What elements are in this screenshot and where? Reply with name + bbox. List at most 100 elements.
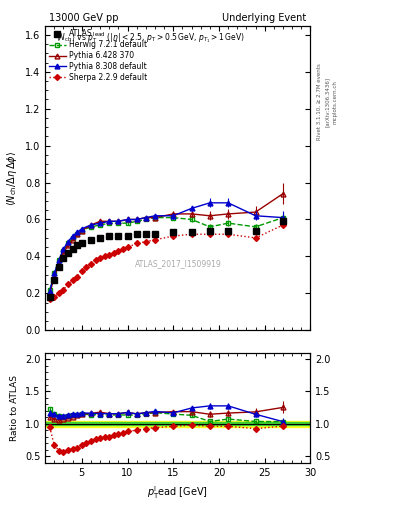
Pythia 8.308 default (134, 217, 139, 223)
Sherpa 2.2.9 default (48, 296, 52, 302)
Pythia 6.428 370 (66, 242, 70, 248)
Text: mcplots.cern.ch: mcplots.cern.ch (333, 80, 338, 124)
Pythia 8.308 default (57, 257, 61, 263)
ATLAS (98, 235, 103, 241)
Pythia 6.428 370 (208, 212, 212, 219)
Pythia 8.308 default (143, 215, 148, 221)
Pythia 6.428 370 (75, 231, 79, 237)
Y-axis label: $\langle N_\mathrm{ch}/\Delta\eta\,\Delta\phi\rangle$: $\langle N_\mathrm{ch}/\Delta\eta\,\Delt… (6, 151, 19, 205)
ATLAS (52, 278, 57, 284)
Sherpa 2.2.9 default (121, 246, 125, 252)
ATLAS (88, 237, 93, 243)
Sherpa 2.2.9 default (70, 278, 75, 284)
Pythia 8.308 default (66, 239, 70, 245)
Sherpa 2.2.9 default (116, 248, 121, 254)
ATLAS (125, 233, 130, 239)
Herwig 7.2.1 default (226, 220, 231, 226)
Sherpa 2.2.9 default (152, 237, 157, 243)
Pythia 6.428 370 (98, 218, 103, 224)
Pythia 8.308 default (88, 222, 93, 228)
Pythia 6.428 370 (253, 209, 258, 215)
Sherpa 2.2.9 default (189, 231, 194, 237)
Sherpa 2.2.9 default (66, 281, 70, 287)
Sherpa 2.2.9 default (143, 239, 148, 245)
Sherpa 2.2.9 default (226, 231, 231, 237)
Herwig 7.2.1 default (98, 222, 103, 228)
Bar (45, 422, 310, 425)
Herwig 7.2.1 default (48, 287, 52, 293)
Herwig 7.2.1 default (134, 218, 139, 224)
ATLAS (152, 231, 157, 237)
Herwig 7.2.1 default (171, 215, 176, 221)
Pythia 8.308 default (152, 212, 157, 219)
ATLAS (57, 264, 61, 270)
Legend: ATLAS, Herwig 7.2.1 default, Pythia 6.428 370, Pythia 8.308 default, Sherpa 2.2.: ATLAS, Herwig 7.2.1 default, Pythia 6.42… (48, 28, 149, 83)
Line: Sherpa 2.2.9 default: Sherpa 2.2.9 default (48, 223, 285, 301)
Pythia 6.428 370 (125, 217, 130, 223)
Line: ATLAS: ATLAS (47, 219, 286, 300)
Sherpa 2.2.9 default (88, 261, 93, 267)
Herwig 7.2.1 default (61, 248, 66, 254)
Sherpa 2.2.9 default (61, 287, 66, 293)
Sherpa 2.2.9 default (98, 255, 103, 261)
Line: Pythia 6.428 370: Pythia 6.428 370 (47, 191, 285, 296)
Pythia 8.308 default (75, 229, 79, 236)
Pythia 6.428 370 (48, 290, 52, 296)
ATLAS (208, 227, 212, 233)
Herwig 7.2.1 default (189, 217, 194, 223)
Pythia 8.308 default (281, 215, 285, 221)
Pythia 8.308 default (208, 200, 212, 206)
Herwig 7.2.1 default (88, 224, 93, 230)
Pythia 8.308 default (116, 218, 121, 224)
Pythia 6.428 370 (134, 217, 139, 223)
Sherpa 2.2.9 default (107, 251, 112, 258)
Text: 13000 GeV pp: 13000 GeV pp (49, 13, 119, 23)
Herwig 7.2.1 default (52, 270, 57, 276)
Text: Underlying Event: Underlying Event (222, 13, 307, 23)
Pythia 8.308 default (70, 233, 75, 239)
Herwig 7.2.1 default (152, 215, 157, 221)
Pythia 8.308 default (79, 226, 84, 232)
Y-axis label: Ratio to ATLAS: Ratio to ATLAS (10, 375, 19, 441)
ATLAS (75, 242, 79, 248)
Pythia 6.428 370 (107, 218, 112, 224)
Herwig 7.2.1 default (66, 241, 70, 247)
ATLAS (143, 231, 148, 237)
Herwig 7.2.1 default (143, 217, 148, 223)
Herwig 7.2.1 default (253, 224, 258, 230)
Pythia 8.308 default (189, 205, 194, 211)
Sherpa 2.2.9 default (125, 244, 130, 250)
Sherpa 2.2.9 default (75, 273, 79, 280)
Pythia 8.308 default (61, 246, 66, 252)
Sherpa 2.2.9 default (171, 233, 176, 239)
Sherpa 2.2.9 default (112, 250, 116, 256)
ATLAS (226, 227, 231, 233)
Pythia 6.428 370 (79, 227, 84, 233)
Sherpa 2.2.9 default (79, 268, 84, 274)
Pythia 8.308 default (107, 218, 112, 224)
Text: $\langle N_\mathrm{ch}\rangle$ vs $p_\mathrm{T}^\mathrm{lead}$ ($|\eta|<2.5,\,p_: $\langle N_\mathrm{ch}\rangle$ vs $p_\ma… (56, 30, 245, 45)
Pythia 6.428 370 (116, 218, 121, 224)
X-axis label: $p_\mathrm{T}^\mathrm{l}$ead [GeV]: $p_\mathrm{T}^\mathrm{l}$ead [GeV] (147, 484, 208, 501)
Herwig 7.2.1 default (107, 220, 112, 226)
Pythia 8.308 default (48, 288, 52, 294)
Pythia 8.308 default (52, 270, 57, 276)
ATLAS (61, 255, 66, 261)
Herwig 7.2.1 default (75, 231, 79, 237)
Sherpa 2.2.9 default (57, 290, 61, 296)
Pythia 6.428 370 (70, 237, 75, 243)
Herwig 7.2.1 default (70, 235, 75, 241)
Herwig 7.2.1 default (79, 227, 84, 233)
Pythia 8.308 default (125, 217, 130, 223)
Pythia 8.308 default (98, 220, 103, 226)
Herwig 7.2.1 default (281, 215, 285, 221)
Sherpa 2.2.9 default (93, 257, 98, 263)
Sherpa 2.2.9 default (253, 235, 258, 241)
Pythia 6.428 370 (171, 211, 176, 217)
Pythia 6.428 370 (52, 273, 57, 280)
Sherpa 2.2.9 default (102, 253, 107, 260)
Pythia 8.308 default (253, 212, 258, 219)
Line: Pythia 8.308 default: Pythia 8.308 default (47, 200, 285, 294)
ATLAS (189, 229, 194, 236)
Sherpa 2.2.9 default (281, 222, 285, 228)
